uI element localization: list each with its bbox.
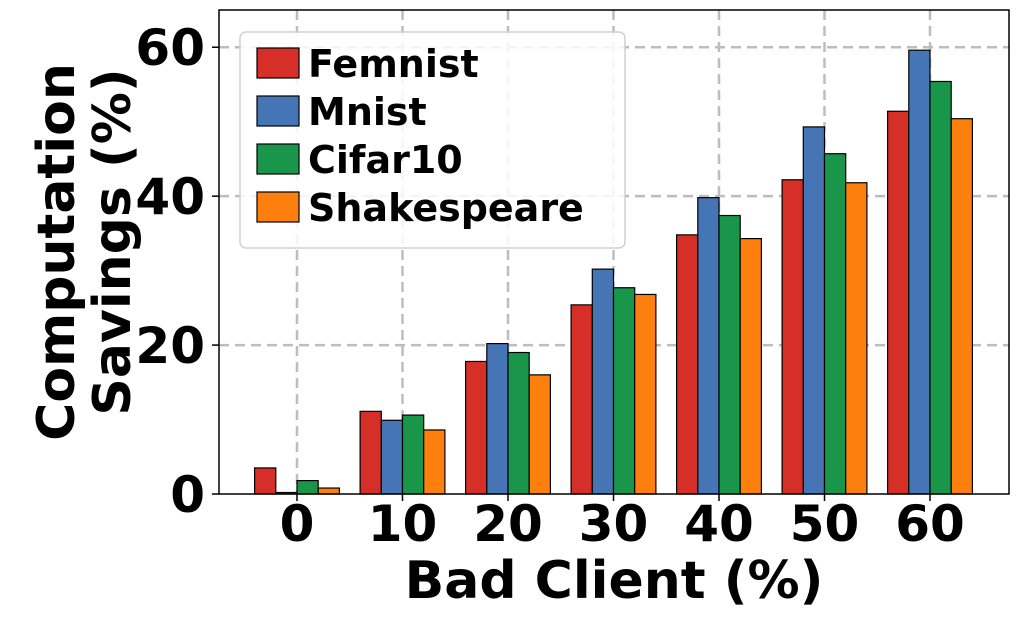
bars — [254, 49, 974, 495]
bar-mnist-20 — [486, 342, 509, 495]
bar-mnist-40 — [697, 197, 720, 495]
legend-label-shakespeare: Shakespeare — [308, 186, 584, 230]
bar-mnist-50 — [802, 126, 826, 495]
bar-cifar10-40 — [718, 214, 741, 495]
y-tick-label: 0 — [170, 466, 205, 524]
bar-shakespeare-0 — [317, 487, 341, 495]
bar-cifar10-20 — [507, 351, 530, 495]
x-axis-label: Bad Client (%) — [405, 551, 824, 611]
bar-cifar10-50 — [823, 153, 847, 495]
bar-cifar10-30 — [612, 287, 636, 495]
bar-mnist-10 — [380, 419, 404, 495]
legend-swatch-cifar10 — [256, 143, 300, 175]
y-axis-label-line-2: Savings (%) — [83, 68, 143, 415]
bar-femnist-60 — [886, 110, 910, 495]
legend-label-cifar10: Cifar10 — [308, 138, 463, 182]
legend-label-mnist: Mnist — [308, 90, 427, 134]
bar-mnist-60 — [908, 49, 931, 495]
x-tick-label: 20 — [473, 495, 543, 553]
y-axis-label-line-1: Computation — [27, 63, 87, 441]
bar-shakespeare-10 — [423, 429, 446, 495]
x-tick-label: 10 — [368, 495, 438, 553]
bar-cifar10-60 — [929, 80, 952, 495]
bar-shakespeare-40 — [739, 237, 763, 495]
x-tick-label: 40 — [684, 495, 754, 553]
bar-femnist-10 — [359, 410, 382, 495]
x-tick-label: 50 — [790, 495, 860, 553]
bar-shakespeare-50 — [845, 182, 868, 495]
bar-femnist-40 — [675, 234, 699, 495]
bar-mnist-30 — [591, 268, 615, 495]
y-tick-label: 20 — [135, 317, 205, 375]
bar-femnist-30 — [570, 304, 593, 495]
bar-femnist-0 — [254, 467, 277, 495]
legend-swatch-shakespeare — [256, 191, 300, 223]
bar-cifar10-10 — [401, 414, 425, 495]
y-tick-label: 60 — [135, 19, 205, 77]
bar-femnist-20 — [465, 360, 488, 495]
x-axis-ticks: 0 10 20 30 40 50 60 — [280, 494, 965, 553]
legend-swatch-femnist — [256, 47, 300, 79]
x-tick-label: 0 — [280, 495, 315, 553]
x-tick-label: 30 — [579, 495, 649, 553]
bar-shakespeare-60 — [950, 118, 974, 495]
bar-cifar10-0 — [296, 479, 319, 495]
x-tick-label: 60 — [895, 495, 965, 553]
y-axis-label: Computation Savings (%) — [27, 63, 143, 441]
y-tick-label: 40 — [135, 168, 205, 226]
legend-swatch-mnist — [256, 95, 300, 127]
bar-femnist-50 — [781, 179, 804, 495]
legend-label-femnist: Femnist — [308, 42, 479, 86]
legend-frame — [239, 31, 626, 249]
bar-shakespeare-30 — [634, 293, 657, 495]
y-axis-ticks: 0 20 40 60 — [135, 19, 219, 524]
bar-shakespeare-20 — [528, 374, 552, 495]
